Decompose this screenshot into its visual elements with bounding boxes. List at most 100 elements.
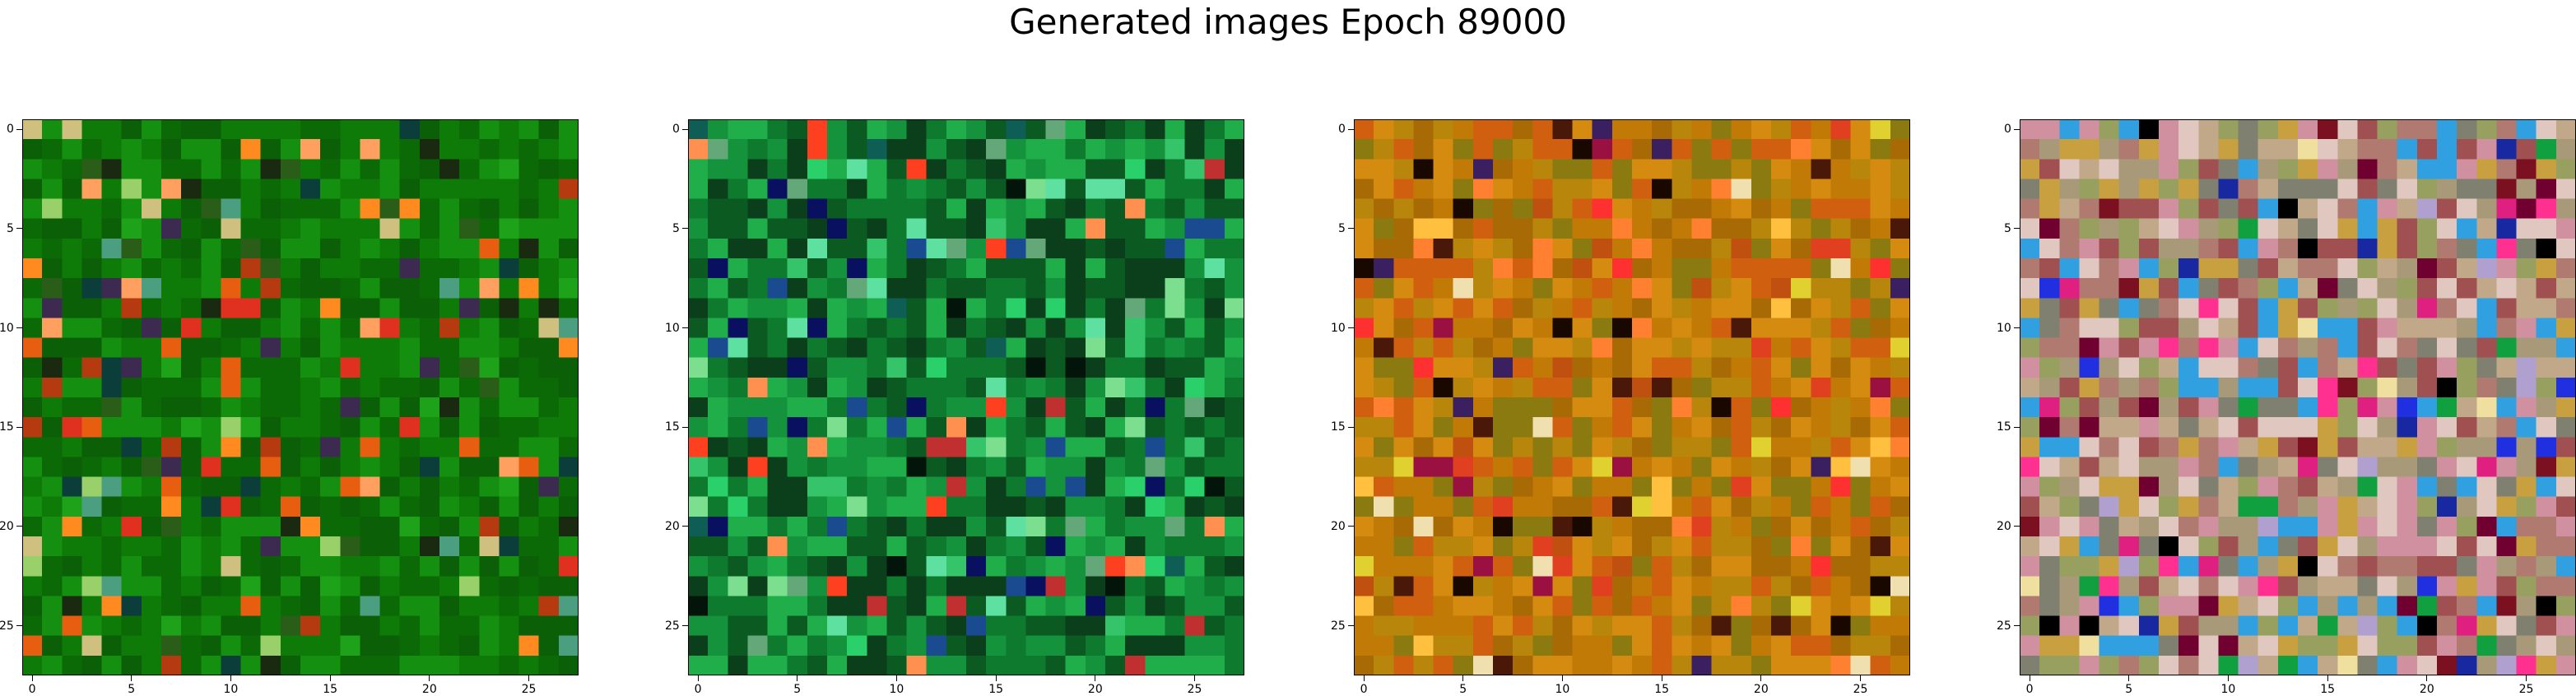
y-tick-label: 20	[665, 519, 680, 533]
x-tick-label: 25	[1853, 683, 1868, 696]
y-tick	[16, 128, 22, 130]
y-tick	[682, 526, 688, 527]
y-tick	[2014, 228, 2020, 230]
y-tick-label: 20	[1997, 519, 2011, 533]
x-tick-label: 25	[2518, 683, 2534, 696]
x-tick-label: 25	[521, 683, 537, 696]
y-tick	[16, 526, 22, 527]
x-tick	[528, 675, 530, 681]
y-tick-label: 0	[1338, 123, 1346, 137]
x-tick-label: 5	[128, 683, 136, 696]
y-tick-label: 0	[672, 123, 680, 137]
y-tick-label: 5	[1338, 221, 1346, 235]
x-tick	[697, 675, 699, 681]
x-tick-label: 5	[1459, 683, 1467, 696]
x-tick-label: 20	[421, 683, 437, 696]
x-tick-label: 5	[2125, 683, 2133, 696]
y-tick	[1348, 526, 1354, 527]
x-tick	[131, 675, 133, 681]
y-tick	[682, 625, 688, 627]
x-tick-label: 5	[793, 683, 802, 696]
x-tick	[2128, 675, 2130, 681]
y-tick-label: 15	[1997, 420, 2011, 434]
figure-title: Generated images Epoch 89000	[1009, 2, 1567, 42]
x-tick	[230, 675, 231, 681]
x-tick	[1760, 675, 1762, 681]
generated-image-panel-3: 0 5 10 15 20 25 0 5 10 15 20 25	[1331, 119, 1910, 696]
x-tick-label: 10	[223, 683, 239, 696]
x-tick	[1194, 675, 1196, 681]
y-tick	[16, 625, 22, 627]
x-tick	[329, 675, 331, 681]
y-tick	[2014, 625, 2020, 627]
y-tick	[16, 426, 22, 428]
generated-image-panel-2: 0 5 10 15 20 25 0 5 10 15 20 25	[665, 119, 1244, 696]
x-tick-label: 10	[1555, 683, 1570, 696]
generated-image-panel-4: 0 5 10 15 20 25 0 5 10 15 20 25	[1997, 119, 2576, 696]
y-tick	[1348, 228, 1354, 230]
y-tick	[2014, 426, 2020, 428]
x-tick-label: 20	[1087, 683, 1103, 696]
y-tick-label: 5	[672, 221, 680, 235]
generated-image-2	[688, 119, 1244, 675]
y-tick	[682, 327, 688, 328]
x-tick-label: 20	[2419, 683, 2434, 696]
y-tick-label: 20	[0, 519, 14, 533]
y-tick-label: 10	[665, 321, 680, 335]
x-tick-label: 25	[1187, 683, 1202, 696]
y-tick-label: 10	[0, 321, 14, 335]
y-tick-label: 15	[0, 420, 14, 434]
y-tick-label: 10	[1997, 321, 2011, 335]
y-tick-label: 25	[1997, 619, 2011, 633]
y-tick	[16, 228, 22, 230]
x-tick	[1562, 675, 1563, 681]
x-tick-label: 15	[1654, 683, 1670, 696]
y-tick	[2014, 526, 2020, 527]
y-tick-label: 20	[1331, 519, 1346, 533]
x-tick	[2526, 675, 2527, 681]
y-tick-label: 25	[665, 619, 680, 633]
y-tick-label: 5	[7, 221, 14, 235]
generated-image-3	[1354, 119, 1910, 675]
y-tick-label: 5	[2004, 221, 2011, 235]
y-tick	[2014, 327, 2020, 328]
x-tick	[2228, 675, 2229, 681]
y-tick	[1348, 625, 1354, 627]
y-tick-label: 15	[665, 420, 680, 434]
y-tick-label: 0	[2004, 123, 2011, 137]
x-tick	[2327, 675, 2328, 681]
y-tick	[682, 426, 688, 428]
generated-image-4	[2020, 119, 2576, 675]
y-tick	[1348, 128, 1354, 130]
x-tick	[1860, 675, 1862, 681]
x-tick-label: 0	[694, 683, 702, 696]
generated-image-panel-1: 0 5 10 15 20 25 0 5 10 15 20 25	[0, 119, 579, 696]
x-tick-label: 0	[28, 683, 36, 696]
x-tick-label: 15	[323, 683, 338, 696]
x-tick	[1363, 675, 1365, 681]
generated-image-1	[22, 119, 579, 675]
y-tick-label: 15	[1331, 420, 1346, 434]
x-tick	[429, 675, 430, 681]
y-tick	[1348, 426, 1354, 428]
x-tick-label: 10	[889, 683, 904, 696]
x-tick-label: 0	[1360, 683, 1368, 696]
x-tick-label: 0	[2025, 683, 2034, 696]
y-tick-label: 10	[1331, 321, 1346, 335]
x-tick	[896, 675, 897, 681]
y-tick	[682, 228, 688, 230]
x-tick-label: 20	[1753, 683, 1769, 696]
x-tick	[1462, 675, 1464, 681]
x-tick-label: 15	[2320, 683, 2336, 696]
y-tick-label: 25	[0, 619, 14, 633]
x-tick-label: 15	[988, 683, 1004, 696]
y-tick	[2014, 128, 2020, 130]
y-tick-label: 0	[7, 123, 14, 137]
y-tick	[682, 128, 688, 130]
x-tick	[995, 675, 997, 681]
y-tick	[1348, 327, 1354, 328]
x-tick	[31, 675, 33, 681]
x-tick	[2426, 675, 2428, 681]
x-tick-label: 10	[2220, 683, 2236, 696]
y-tick-label: 25	[1331, 619, 1346, 633]
